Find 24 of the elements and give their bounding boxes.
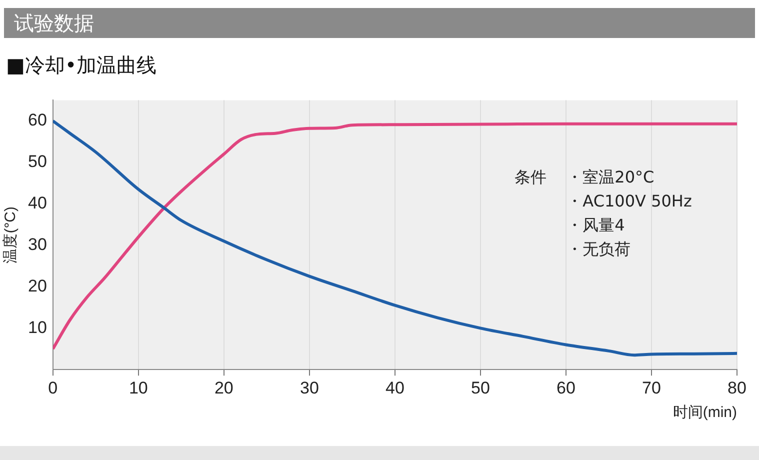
chart-title: 试验数据 [4,8,755,38]
annotation: 条件 [514,167,547,186]
x-tick-label: 60 [556,378,576,398]
y-axis-title: 温度(°C) [2,206,20,264]
x-tick-label: 10 [128,378,148,398]
annotation: ・室温20°C [566,167,654,186]
x-tick-label: 70 [642,378,661,398]
x-tick-label: 20 [214,378,234,398]
annotation: ・无负荷 [566,239,631,258]
y-tick-label: 10 [28,318,47,337]
y-tick-label: 20 [28,276,47,296]
chart-subtitle: ■冷却•加温曲线 [6,52,157,79]
x-tick-label: 30 [300,378,319,398]
annotation: ・风量4 [566,215,625,234]
x-tick-label: 0 [48,378,58,398]
y-tick-label: 30 [28,234,47,254]
x-tick-label: 40 [385,378,404,398]
annotation: ・AC100V 50Hz [566,191,692,210]
y-tick-label: 40 [28,194,47,213]
y-tick-label: 50 [28,152,47,172]
x-axis-title: 时间(min) [672,404,737,422]
y-tick-label: 60 [28,110,47,130]
x-tick-label: 80 [728,378,746,398]
x-tick-label: 50 [471,378,490,398]
